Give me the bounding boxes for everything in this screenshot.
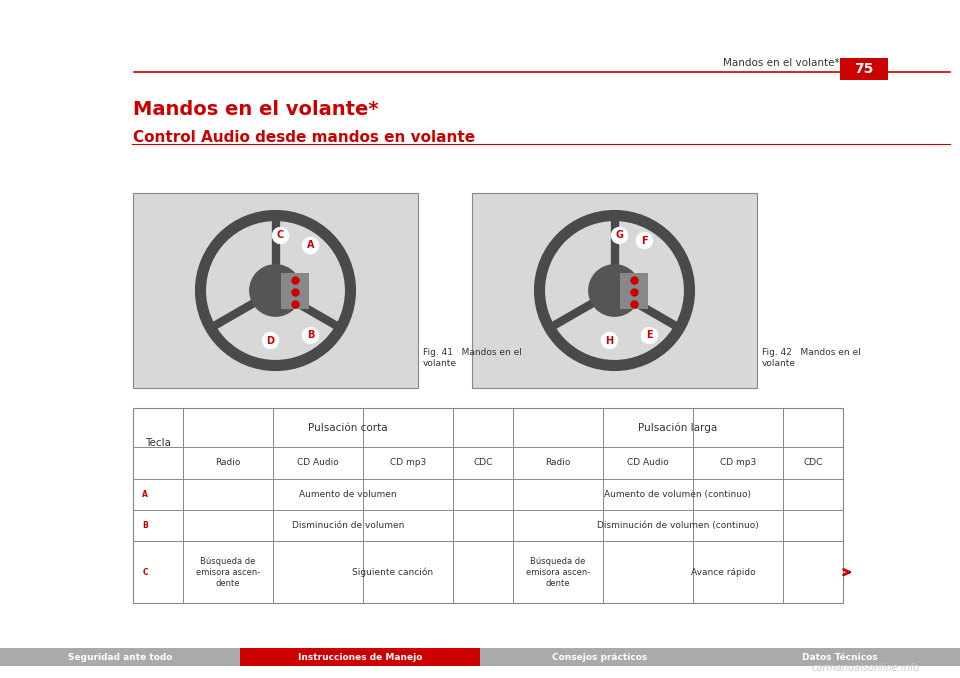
Circle shape: [138, 487, 152, 501]
Text: Avance rápido: Avance rápido: [690, 567, 756, 577]
Text: Fig. 42   Mandos en el
volante: Fig. 42 Mandos en el volante: [762, 348, 861, 368]
Bar: [0, 648, 240, 666]
Circle shape: [138, 565, 152, 579]
Circle shape: [589, 266, 639, 315]
Text: Pulsación larga: Pulsación larga: [638, 422, 718, 433]
Bar: [472, 193, 757, 388]
Bar: [720, 648, 960, 666]
Text: CD Audio: CD Audio: [298, 458, 339, 467]
Bar: [840, 58, 888, 80]
Circle shape: [138, 519, 152, 533]
Text: carmanualsonline.info: carmanualsonline.info: [812, 663, 920, 673]
Text: Radio: Radio: [545, 458, 570, 467]
Bar: [133, 408, 843, 603]
Text: Mandos en el volante*: Mandos en el volante*: [724, 58, 840, 68]
Text: CD mp3: CD mp3: [390, 458, 426, 467]
Bar: [280, 273, 308, 308]
Text: E: E: [646, 330, 653, 340]
Text: B: B: [307, 330, 314, 340]
Circle shape: [292, 277, 299, 284]
Bar: [133, 193, 418, 388]
Bar: [619, 273, 647, 308]
Text: A: A: [307, 241, 314, 250]
Circle shape: [302, 237, 319, 254]
Text: F: F: [641, 235, 648, 245]
Circle shape: [273, 228, 289, 243]
Bar: [240, 648, 480, 666]
Text: Disminución de volumen: Disminución de volumen: [292, 521, 404, 530]
Circle shape: [641, 327, 658, 344]
Text: C: C: [276, 231, 284, 241]
Circle shape: [292, 301, 299, 308]
Text: Disminución de volumen (continuo): Disminución de volumen (continuo): [597, 521, 758, 530]
Text: D: D: [267, 336, 275, 346]
Circle shape: [262, 332, 278, 348]
Circle shape: [292, 289, 299, 296]
Text: Instrucciones de Manejo: Instrucciones de Manejo: [298, 652, 422, 662]
Circle shape: [612, 228, 628, 243]
Circle shape: [251, 266, 300, 315]
Text: Consejos prácticos: Consejos prácticos: [552, 652, 648, 662]
Text: Seguridad ante todo: Seguridad ante todo: [68, 652, 172, 662]
Text: A: A: [142, 490, 148, 499]
Text: Datos Técnicos: Datos Técnicos: [803, 652, 877, 662]
Bar: [480, 648, 720, 666]
Circle shape: [302, 327, 319, 344]
Text: CDC: CDC: [473, 458, 492, 467]
Text: CD mp3: CD mp3: [720, 458, 756, 467]
Text: H: H: [606, 336, 613, 346]
Circle shape: [636, 233, 653, 249]
Circle shape: [602, 332, 617, 348]
Text: Pulsación corta: Pulsación corta: [308, 422, 388, 433]
Text: Aumento de volumen (continuo): Aumento de volumen (continuo): [605, 490, 752, 499]
Text: Búsqueda de
emisora ascen-
dente: Búsqueda de emisora ascen- dente: [196, 557, 260, 588]
Text: Control Audio desde mandos en volante: Control Audio desde mandos en volante: [133, 130, 475, 145]
Text: G: G: [615, 231, 623, 241]
Text: Siguiente canción: Siguiente canción: [352, 567, 434, 577]
Text: B: B: [142, 521, 148, 530]
Text: Búsqueda de
emisora ascen-
dente: Búsqueda de emisora ascen- dente: [526, 557, 590, 588]
Text: Aumento de volumen: Aumento de volumen: [300, 490, 396, 499]
Text: Tecla: Tecla: [145, 438, 171, 448]
Text: Mandos en el volante*: Mandos en el volante*: [133, 100, 378, 119]
Text: C: C: [142, 567, 148, 577]
Circle shape: [631, 289, 638, 296]
Circle shape: [631, 301, 638, 308]
Text: 75: 75: [854, 62, 874, 76]
Text: CD Audio: CD Audio: [627, 458, 669, 467]
Text: Radio: Radio: [215, 458, 241, 467]
Circle shape: [631, 277, 638, 284]
Text: CDC: CDC: [804, 458, 823, 467]
Text: Fig. 41   Mandos en el
volante: Fig. 41 Mandos en el volante: [423, 348, 522, 368]
